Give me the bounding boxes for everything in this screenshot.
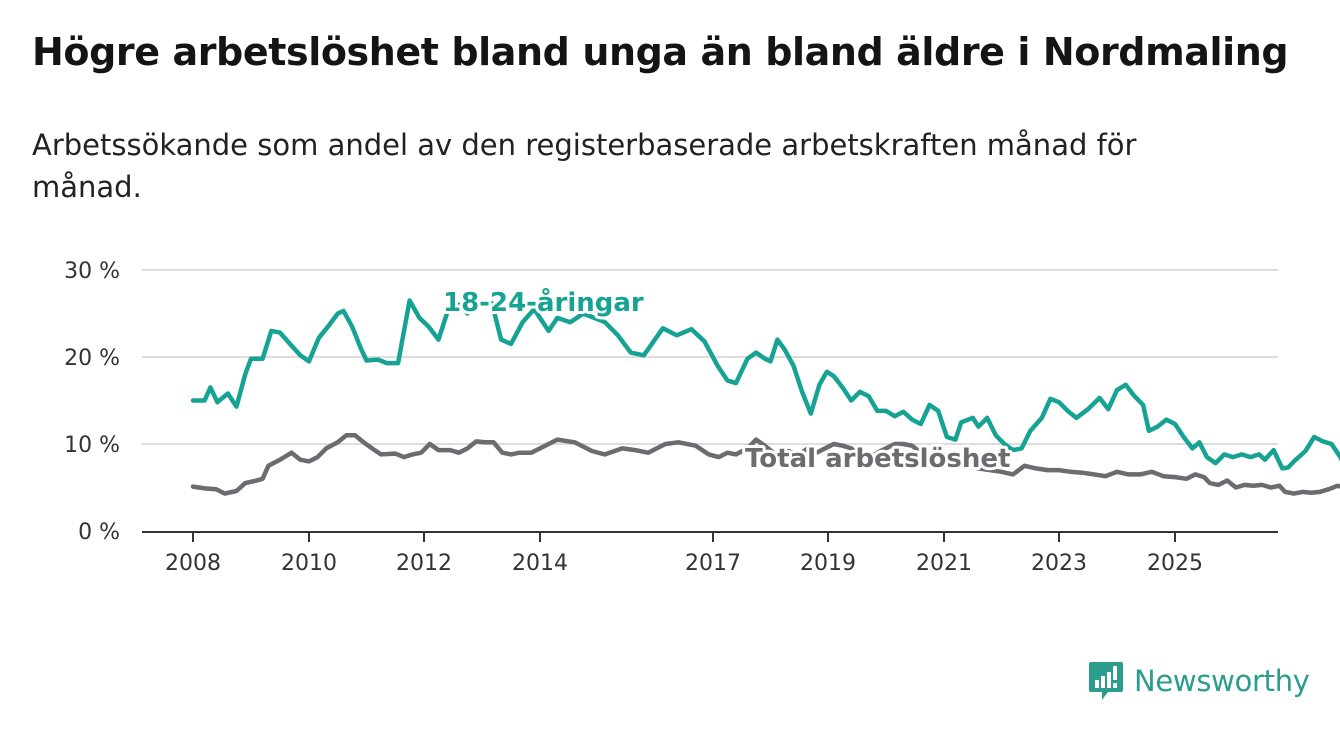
series-line-total bbox=[190, 433, 1340, 496]
newsworthy-logo-text: Newsworthy bbox=[1134, 664, 1310, 698]
x-tick-label: 2019 bbox=[800, 551, 856, 576]
newsworthy-logo: Newsworthy bbox=[1088, 660, 1310, 702]
y-tick-label: 30 % bbox=[64, 259, 120, 284]
series-line-youth bbox=[190, 295, 1340, 471]
x-tick-label: 2012 bbox=[396, 551, 452, 576]
x-tick-label: 2008 bbox=[165, 551, 221, 576]
chart-subtitle: Arbetssökande som andel av den registerb… bbox=[32, 128, 1137, 204]
series-label-total: Total arbetslöshet bbox=[745, 444, 1010, 474]
series-label-youth: 18-24-åringar bbox=[443, 286, 644, 318]
series-label-youth-halo: 18-24-åringar bbox=[443, 286, 644, 318]
x-tick-label: 2021 bbox=[916, 551, 972, 576]
chart-title: Högre arbetslöshet bland unga än bland ä… bbox=[32, 30, 1289, 74]
y-tick-label: 10 % bbox=[64, 433, 120, 458]
y-tick-label: 0 % bbox=[78, 520, 120, 545]
x-tick-label: 2014 bbox=[512, 551, 568, 576]
x-tick-label: 2010 bbox=[281, 551, 337, 576]
x-tick-label: 2025 bbox=[1147, 551, 1203, 576]
newsworthy-logo-icon bbox=[1089, 662, 1123, 700]
series-label-total-halo: Total arbetslöshet bbox=[745, 444, 1010, 474]
x-tick-label: 2017 bbox=[685, 551, 741, 576]
x-tick-label: 2023 bbox=[1031, 551, 1087, 576]
line-chart: 0 % 10 % 20 % 30 % 2008 2010 2012 2014 2017 2019 2… bbox=[64, 259, 1340, 576]
y-tick-label: 20 % bbox=[64, 346, 120, 371]
